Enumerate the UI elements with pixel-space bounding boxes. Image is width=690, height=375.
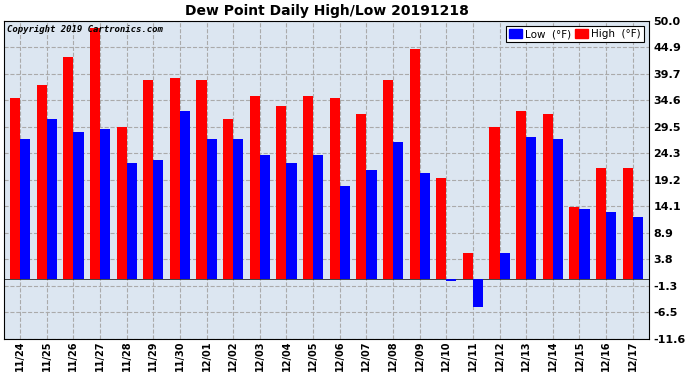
Bar <box>170 78 180 279</box>
Bar <box>383 80 393 279</box>
Bar <box>633 217 643 279</box>
Bar <box>37 85 47 279</box>
Bar <box>286 163 297 279</box>
Bar <box>117 127 127 279</box>
Bar <box>330 98 339 279</box>
Bar <box>489 127 500 279</box>
Title: Dew Point Daily High/Low 20191218: Dew Point Daily High/Low 20191218 <box>184 4 469 18</box>
Bar <box>356 114 366 279</box>
Bar <box>436 178 446 279</box>
Bar <box>580 209 589 279</box>
Bar <box>63 57 73 279</box>
Bar <box>260 155 270 279</box>
Bar <box>73 132 83 279</box>
Bar <box>446 279 456 282</box>
Bar <box>277 106 286 279</box>
Bar <box>569 207 580 279</box>
Bar <box>206 140 217 279</box>
Bar <box>526 137 536 279</box>
Bar <box>10 98 20 279</box>
Bar <box>100 129 110 279</box>
Bar <box>553 140 563 279</box>
Bar <box>127 163 137 279</box>
Bar <box>410 49 420 279</box>
Bar <box>153 160 164 279</box>
Bar <box>606 212 616 279</box>
Bar <box>366 171 377 279</box>
Bar <box>233 140 244 279</box>
Bar <box>516 111 526 279</box>
Bar <box>393 142 403 279</box>
Text: Copyright 2019 Cartronics.com: Copyright 2019 Cartronics.com <box>8 26 164 34</box>
Bar <box>543 114 553 279</box>
Legend: Low  (°F), High  (°F): Low (°F), High (°F) <box>506 26 644 42</box>
Bar <box>339 186 350 279</box>
Bar <box>197 80 206 279</box>
Bar <box>180 111 190 279</box>
Bar <box>303 96 313 279</box>
Bar <box>500 253 510 279</box>
Bar <box>250 96 260 279</box>
Bar <box>596 168 606 279</box>
Bar <box>313 155 323 279</box>
Bar <box>144 80 153 279</box>
Bar <box>463 253 473 279</box>
Bar <box>420 173 430 279</box>
Bar <box>622 168 633 279</box>
Bar <box>20 140 30 279</box>
Bar <box>223 119 233 279</box>
Bar <box>473 279 483 308</box>
Bar <box>90 28 100 279</box>
Bar <box>47 119 57 279</box>
